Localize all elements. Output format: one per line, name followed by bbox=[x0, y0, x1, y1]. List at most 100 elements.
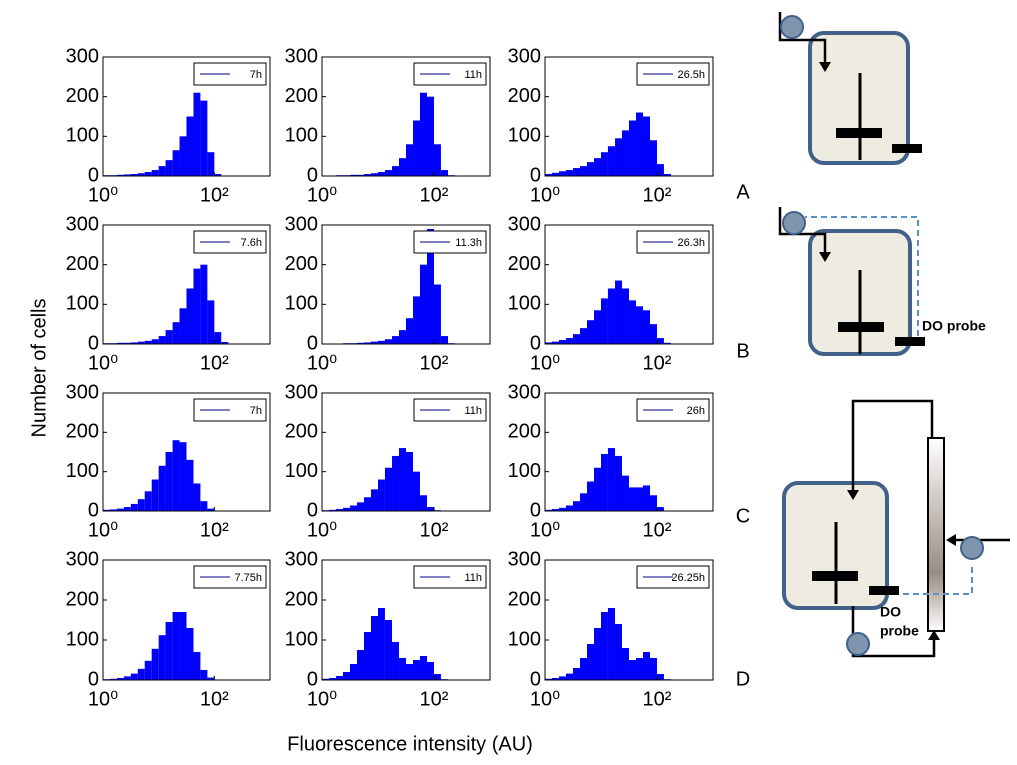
bar bbox=[398, 658, 406, 680]
bar bbox=[607, 608, 616, 680]
bar bbox=[615, 280, 622, 344]
y-tick-label: 0 bbox=[88, 332, 99, 354]
y-tick-label: 0 bbox=[530, 499, 541, 521]
bar bbox=[123, 507, 131, 511]
x-tick-label: 10⁰ bbox=[307, 184, 337, 206]
bar bbox=[565, 673, 573, 680]
x-tick-label: 10⁰ bbox=[530, 352, 560, 374]
bar bbox=[650, 140, 657, 176]
bar bbox=[413, 660, 420, 680]
y-tick-label: 0 bbox=[88, 668, 99, 690]
x-tick-label: 10² bbox=[643, 519, 672, 541]
axes-box bbox=[321, 392, 491, 512]
bar bbox=[559, 676, 566, 680]
x-tick-label: 10² bbox=[643, 184, 672, 206]
x-tick-label: 10² bbox=[200, 688, 229, 710]
bar bbox=[607, 146, 616, 176]
bar bbox=[545, 678, 552, 680]
bar bbox=[572, 501, 581, 511]
axes-box bbox=[544, 56, 714, 177]
y-tick-label: 0 bbox=[530, 668, 541, 690]
bar bbox=[419, 495, 428, 511]
row-label: A bbox=[736, 181, 750, 203]
bar bbox=[349, 664, 358, 680]
y-tick-label: 300 bbox=[508, 45, 541, 67]
bar bbox=[572, 668, 581, 680]
bar bbox=[551, 172, 560, 176]
bar bbox=[551, 509, 560, 511]
bar bbox=[642, 310, 651, 344]
bar bbox=[137, 499, 145, 511]
bar bbox=[559, 507, 566, 511]
bar bbox=[186, 288, 194, 344]
y-tick-label: 100 bbox=[66, 460, 99, 482]
bar bbox=[221, 342, 229, 344]
bar bbox=[621, 288, 629, 344]
bar bbox=[636, 658, 643, 680]
bar bbox=[144, 172, 152, 176]
bar bbox=[336, 509, 343, 511]
bar bbox=[586, 481, 595, 511]
y-tick-label: 0 bbox=[530, 164, 541, 186]
y-tick-label: 300 bbox=[66, 381, 99, 403]
bar bbox=[357, 342, 364, 344]
bar bbox=[642, 116, 651, 176]
bar bbox=[165, 330, 173, 344]
y-tick-label: 100 bbox=[285, 628, 318, 650]
bar bbox=[200, 100, 208, 176]
x-tick-label: 10² bbox=[200, 519, 229, 541]
bar bbox=[551, 341, 560, 344]
bar bbox=[545, 342, 552, 344]
y-tick-label: 200 bbox=[508, 588, 541, 610]
bar bbox=[357, 174, 364, 176]
bar bbox=[172, 612, 180, 680]
bar bbox=[628, 300, 637, 344]
bar bbox=[165, 622, 173, 680]
x-axis-label: Fluorescence intensity (AU) bbox=[287, 733, 533, 755]
bar bbox=[116, 678, 124, 680]
bar bbox=[137, 668, 145, 680]
bar bbox=[349, 505, 358, 511]
legend-label: 26h bbox=[687, 405, 705, 417]
y-tick-label: 0 bbox=[88, 164, 99, 186]
bar bbox=[427, 662, 434, 680]
y-tick-label: 200 bbox=[285, 253, 318, 275]
bar bbox=[378, 340, 385, 344]
bar bbox=[363, 174, 372, 176]
y-tick-label: 0 bbox=[530, 332, 541, 354]
axes-box bbox=[321, 224, 491, 345]
bar bbox=[580, 658, 587, 680]
bar bbox=[378, 608, 385, 680]
bar bbox=[615, 138, 622, 176]
x-tick-label: 10⁰ bbox=[88, 184, 118, 206]
bar bbox=[371, 341, 378, 344]
bar bbox=[328, 678, 337, 680]
legend-label: 7.6h bbox=[241, 237, 262, 249]
bar bbox=[179, 442, 187, 511]
y-tick-label: 300 bbox=[285, 213, 318, 235]
bar bbox=[601, 298, 608, 344]
row-label: B bbox=[736, 340, 749, 362]
bar bbox=[628, 120, 637, 176]
x-tick-label: 10² bbox=[420, 519, 449, 541]
y-tick-label: 200 bbox=[285, 421, 318, 443]
bar bbox=[413, 120, 420, 176]
bar bbox=[657, 164, 664, 176]
bar bbox=[123, 174, 131, 176]
bar bbox=[601, 612, 608, 680]
legend-label: 26.3h bbox=[677, 237, 705, 249]
bar bbox=[144, 340, 152, 344]
y-tick-label: 200 bbox=[508, 85, 541, 107]
bar bbox=[419, 656, 428, 680]
diagram-a bbox=[778, 12, 922, 165]
legend-label: 11h bbox=[464, 69, 482, 81]
bar bbox=[322, 678, 329, 680]
x-tick-label: 10² bbox=[643, 352, 672, 374]
x-tick-label: 10⁰ bbox=[307, 688, 337, 710]
bar bbox=[158, 465, 166, 511]
bar bbox=[172, 150, 180, 176]
bar bbox=[200, 501, 208, 511]
y-tick-label: 200 bbox=[66, 588, 99, 610]
bar bbox=[186, 116, 194, 176]
histogram-panel: 0 100 200 300 10⁰ 10² 26.3h bbox=[508, 213, 714, 374]
